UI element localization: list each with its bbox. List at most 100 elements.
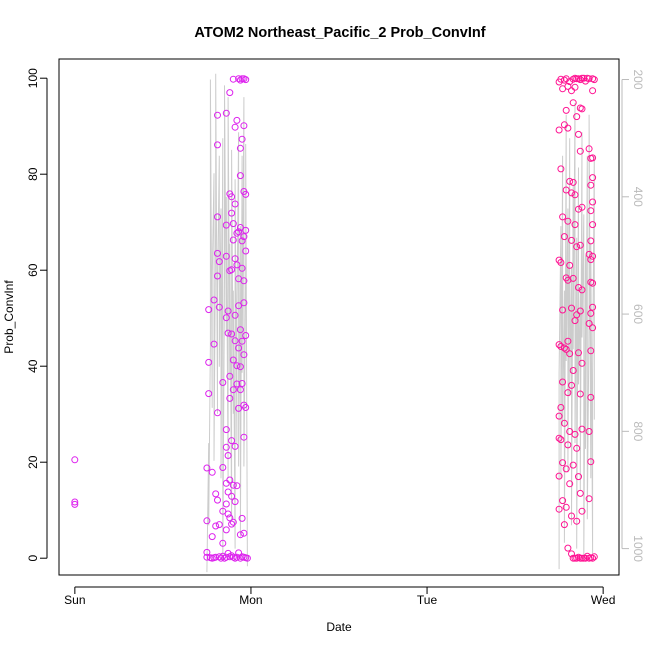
data-point bbox=[231, 255, 239, 263]
data-point bbox=[562, 186, 570, 194]
data-point bbox=[589, 252, 597, 260]
data-point bbox=[240, 351, 248, 359]
y-tick-label: 40 bbox=[26, 359, 40, 373]
data-point bbox=[568, 189, 575, 197]
data-point bbox=[224, 307, 232, 315]
data-point bbox=[203, 553, 211, 561]
data-point bbox=[571, 221, 579, 229]
data-point bbox=[555, 126, 563, 134]
data-point bbox=[205, 358, 213, 366]
data-point bbox=[573, 243, 581, 251]
y2-tick-label: 600 bbox=[631, 304, 645, 324]
altitude-line bbox=[558, 102, 595, 570]
data-point bbox=[229, 481, 237, 489]
y-axis-label: Prob_ConvInf bbox=[2, 280, 16, 354]
data-point bbox=[559, 378, 567, 386]
data-point bbox=[557, 75, 565, 83]
data-point bbox=[236, 531, 244, 539]
data-point bbox=[222, 426, 230, 434]
data-point bbox=[217, 554, 225, 562]
data-point bbox=[578, 105, 586, 113]
data-point bbox=[236, 363, 244, 371]
data-point bbox=[566, 480, 574, 488]
data-point bbox=[236, 144, 244, 152]
data-point bbox=[242, 332, 250, 339]
data-point bbox=[585, 428, 593, 435]
data-point bbox=[589, 554, 597, 562]
data-point bbox=[559, 306, 567, 314]
data-point bbox=[590, 553, 598, 561]
data-point bbox=[585, 75, 593, 83]
data-point bbox=[578, 425, 586, 433]
data-point bbox=[573, 444, 581, 452]
data-point bbox=[587, 347, 595, 355]
data-point bbox=[214, 409, 221, 417]
data-point bbox=[236, 386, 244, 394]
data-point bbox=[569, 99, 577, 107]
data-point bbox=[203, 548, 211, 556]
data-point bbox=[228, 209, 236, 217]
data-point bbox=[226, 514, 234, 522]
data-point bbox=[557, 259, 565, 266]
data-point bbox=[228, 520, 236, 528]
data-point bbox=[240, 299, 248, 307]
y2-tick-label: 400 bbox=[631, 187, 645, 207]
data-point bbox=[233, 116, 241, 124]
data-point bbox=[576, 307, 584, 315]
data-point bbox=[240, 277, 248, 285]
data-point bbox=[235, 302, 243, 310]
data-point bbox=[555, 434, 563, 442]
data-point bbox=[236, 76, 244, 84]
data-point bbox=[566, 350, 574, 358]
data-point bbox=[578, 286, 586, 294]
data-point bbox=[222, 443, 230, 451]
data-point bbox=[585, 320, 593, 327]
data-point bbox=[575, 349, 582, 357]
data-point bbox=[587, 309, 595, 317]
data-point bbox=[238, 514, 246, 522]
data-point bbox=[568, 87, 575, 95]
data-point bbox=[589, 303, 597, 311]
data-point bbox=[228, 193, 236, 201]
data-point bbox=[575, 205, 582, 213]
y-tick-label: 80 bbox=[26, 167, 40, 181]
data-point bbox=[231, 442, 239, 450]
data-point bbox=[587, 237, 595, 245]
data-point bbox=[222, 221, 230, 229]
data-point bbox=[564, 217, 572, 225]
chart-title: ATOM2 Northeast_Pacific_2 Prob_ConvInf bbox=[194, 25, 485, 41]
data-point bbox=[222, 252, 230, 260]
data-point bbox=[238, 337, 246, 345]
data-point bbox=[233, 380, 241, 388]
data-point bbox=[235, 404, 243, 412]
data-point bbox=[229, 386, 237, 394]
data-point bbox=[568, 236, 575, 244]
data-point bbox=[214, 111, 221, 119]
data-point bbox=[573, 311, 581, 319]
data-point bbox=[212, 522, 220, 530]
data-point bbox=[238, 264, 246, 272]
data-point bbox=[236, 224, 244, 231]
data-point bbox=[238, 237, 246, 245]
data-point bbox=[578, 359, 586, 367]
x-axis: Sun Mon Tue Wed bbox=[64, 586, 615, 607]
data-point bbox=[233, 362, 241, 370]
data-point bbox=[564, 389, 572, 397]
data-point bbox=[566, 78, 574, 86]
data-point bbox=[587, 458, 595, 466]
data-point bbox=[569, 274, 577, 282]
x-axis-label: Date bbox=[326, 620, 352, 634]
data-point bbox=[214, 141, 221, 149]
data-point bbox=[562, 106, 570, 114]
data-point bbox=[224, 510, 232, 518]
data-point bbox=[557, 343, 565, 350]
data-point bbox=[564, 124, 572, 132]
data-point bbox=[575, 130, 582, 138]
data-point bbox=[229, 356, 237, 364]
data-point bbox=[576, 241, 584, 249]
data-points-layer bbox=[71, 74, 598, 562]
data-point bbox=[555, 412, 563, 420]
data-point bbox=[233, 261, 241, 269]
data-point bbox=[585, 145, 593, 153]
data-point bbox=[240, 233, 248, 241]
